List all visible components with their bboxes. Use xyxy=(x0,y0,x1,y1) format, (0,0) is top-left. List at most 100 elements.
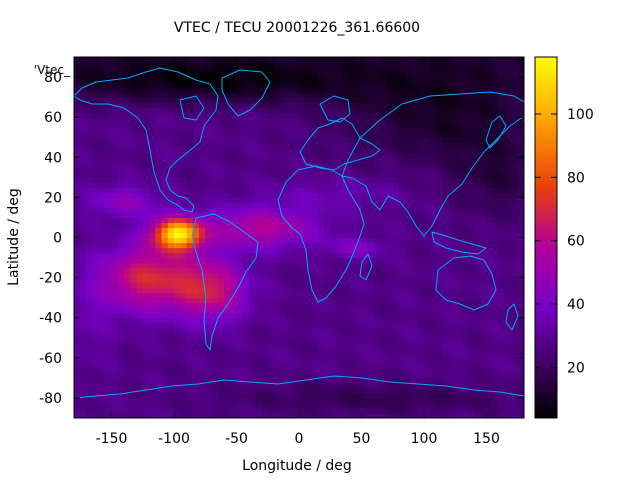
heatmap-cell xyxy=(305,317,313,324)
heatmap-cell xyxy=(274,357,281,364)
heatmap-cell xyxy=(374,312,381,319)
heatmap-cell xyxy=(330,402,338,409)
heatmap-cell xyxy=(499,317,506,324)
heatmap-cell xyxy=(505,297,513,304)
heatmap-cell xyxy=(511,272,519,279)
heatmap-cell xyxy=(142,147,150,153)
heatmap-cell xyxy=(336,242,344,249)
heatmap-cell xyxy=(155,322,163,329)
heatmap-cell xyxy=(286,217,294,224)
heatmap-cell xyxy=(274,287,281,294)
heatmap-cell xyxy=(136,382,144,389)
heatmap-cell xyxy=(505,402,513,409)
heatmap-cell xyxy=(330,207,338,214)
heatmap-cell xyxy=(167,292,175,299)
heatmap-cell xyxy=(505,247,513,254)
heatmap-cell xyxy=(136,137,144,143)
heatmap-cell xyxy=(161,242,169,249)
heatmap-cell xyxy=(186,167,194,173)
heatmap-cell xyxy=(430,137,438,143)
heatmap-cell xyxy=(136,252,144,259)
heatmap-cell xyxy=(86,217,94,224)
heatmap-cell xyxy=(205,207,213,214)
heatmap-cell xyxy=(386,362,394,369)
heatmap-cell xyxy=(442,222,450,229)
heatmap-cell xyxy=(517,157,524,163)
heatmap-cell xyxy=(486,127,494,133)
heatmap-cell xyxy=(180,412,188,418)
heatmap-cell xyxy=(155,142,163,148)
heatmap-cell xyxy=(374,87,381,93)
heatmap-cell xyxy=(292,272,300,279)
heatmap-cell xyxy=(342,197,350,203)
heatmap-cell xyxy=(392,207,400,214)
heatmap-cell xyxy=(455,147,463,153)
heatmap-cell xyxy=(242,257,250,264)
heatmap-cell xyxy=(274,107,281,113)
heatmap-cell xyxy=(367,297,375,304)
heatmap-cell xyxy=(286,242,294,249)
heatmap-cell xyxy=(455,132,463,138)
heatmap-cell xyxy=(80,277,88,284)
heatmap-cell xyxy=(449,317,456,324)
heatmap-cell xyxy=(449,352,456,359)
heatmap-cell xyxy=(442,372,450,379)
heatmap-cell xyxy=(92,387,100,394)
heatmap-cell xyxy=(292,247,300,254)
heatmap-cell xyxy=(355,407,363,414)
heatmap-cell xyxy=(392,152,400,158)
heatmap-cell xyxy=(405,72,413,78)
heatmap-cell xyxy=(367,342,375,349)
heatmap-cell xyxy=(205,232,213,239)
heatmap-cell xyxy=(436,292,444,299)
heatmap-cell xyxy=(386,92,394,98)
heatmap-cell xyxy=(380,407,388,414)
heatmap-cell xyxy=(224,337,231,344)
heatmap-cell xyxy=(349,107,356,113)
heatmap-cell xyxy=(492,312,500,319)
heatmap-cell xyxy=(280,297,288,304)
heatmap-cell xyxy=(274,212,281,219)
heatmap-cell xyxy=(186,342,194,349)
heatmap-cell xyxy=(224,367,231,374)
heatmap-cell xyxy=(517,152,524,158)
heatmap-cell xyxy=(86,192,94,198)
heatmap-cell xyxy=(205,97,213,103)
heatmap-cell xyxy=(217,117,225,123)
heatmap-cell xyxy=(130,227,138,234)
heatmap-cell xyxy=(167,317,175,324)
heatmap-cell xyxy=(217,267,225,274)
heatmap-cell xyxy=(436,367,444,374)
heatmap-cell xyxy=(242,192,250,198)
heatmap-cell xyxy=(511,162,519,168)
heatmap-cell xyxy=(142,222,150,229)
heatmap-cell xyxy=(367,172,375,178)
heatmap-cell xyxy=(149,192,156,198)
heatmap-cell xyxy=(130,237,138,244)
heatmap-cell xyxy=(286,257,294,264)
heatmap-cell xyxy=(342,407,350,414)
heatmap-cell xyxy=(92,337,100,344)
heatmap-cell xyxy=(261,407,269,414)
heatmap-cell xyxy=(124,162,131,168)
heatmap-cell xyxy=(467,77,475,83)
heatmap-cell xyxy=(124,142,131,148)
heatmap-cell xyxy=(286,387,294,394)
heatmap-cell xyxy=(455,362,463,369)
heatmap-cell xyxy=(317,97,325,103)
heatmap-cell xyxy=(274,262,281,269)
heatmap-cell xyxy=(417,232,425,239)
heatmap-cell xyxy=(324,247,331,254)
heatmap-cell xyxy=(511,132,519,138)
heatmap-cell xyxy=(249,317,256,324)
heatmap-cell xyxy=(230,312,238,319)
heatmap-cell xyxy=(199,87,206,93)
heatmap-cell xyxy=(217,307,225,314)
heatmap-cell xyxy=(149,372,156,379)
heatmap-cell xyxy=(430,272,438,279)
heatmap-cell xyxy=(86,292,94,299)
heatmap-cell xyxy=(130,412,138,418)
heatmap-cell xyxy=(455,327,463,334)
heatmap-cell xyxy=(80,187,88,193)
heatmap-cell xyxy=(474,312,481,319)
